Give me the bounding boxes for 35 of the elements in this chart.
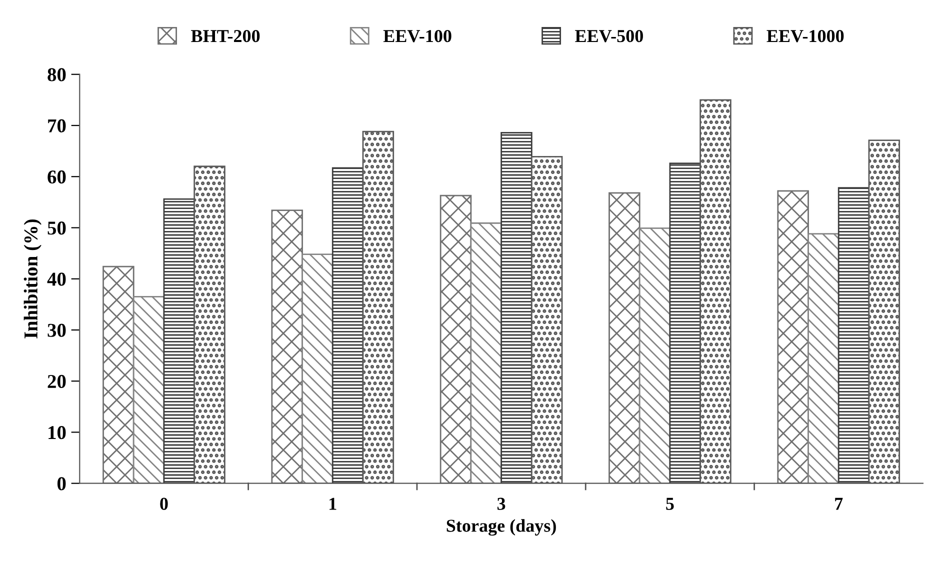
legend-label: BHT-200 <box>191 30 260 42</box>
bar <box>470 222 502 484</box>
y-tick-label: 70 <box>48 119 66 132</box>
bar <box>132 296 165 484</box>
bar <box>777 190 809 484</box>
bar <box>808 233 840 484</box>
legend-label: EEV-100 <box>383 30 452 42</box>
x-tick-label: 5 <box>666 498 674 510</box>
y-tick-label: 20 <box>48 374 66 388</box>
bar <box>669 162 702 484</box>
bar <box>332 167 364 484</box>
bar <box>302 254 334 484</box>
bar <box>271 210 303 484</box>
bar <box>838 187 870 484</box>
x-tick-label: 0 <box>160 498 168 510</box>
legend-label: EEV-500 <box>575 30 643 42</box>
y-tick-label: 40 <box>47 272 66 286</box>
bar <box>163 198 196 484</box>
x-tick-label: 7 <box>835 498 843 510</box>
y-tick-label: 10 <box>48 426 66 440</box>
legend-label: EEV-1000 <box>766 30 844 42</box>
bar <box>638 228 671 484</box>
y-axis-title: Inhibition (%) <box>24 219 42 338</box>
y-tick-label: 0 <box>57 477 66 490</box>
y-tick-label: 30 <box>48 324 66 337</box>
x-tick-label: 3 <box>497 498 506 510</box>
bar <box>608 192 640 484</box>
bar <box>440 194 472 484</box>
x-axis-title: Storage (days) <box>446 519 556 536</box>
y-tick-label: 60 <box>48 170 66 184</box>
y-tick-label: 50 <box>48 222 66 235</box>
y-tick-label: 80 <box>48 68 66 82</box>
bar <box>102 266 134 484</box>
bar <box>500 132 532 484</box>
x-tick-label: 1 <box>330 498 336 510</box>
